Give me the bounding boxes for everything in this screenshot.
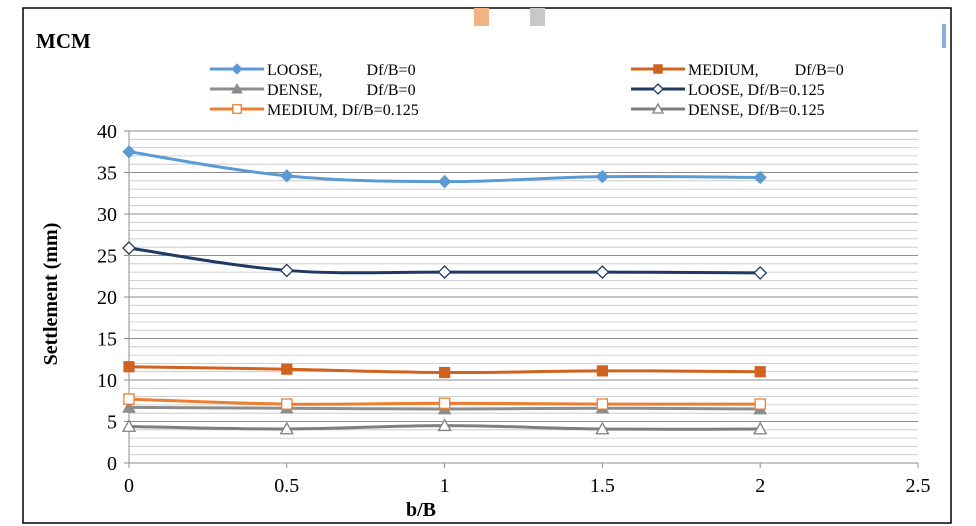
x-tick-label: 1 — [440, 475, 450, 497]
y-tick-label: 0 — [107, 453, 117, 475]
data-point — [123, 361, 135, 373]
y-tick-label: 40 — [97, 121, 117, 143]
y-tick-label: 25 — [97, 246, 117, 268]
y-axis-label: Settlement (mm) — [40, 223, 62, 366]
data-point — [121, 419, 137, 432]
data-point — [281, 363, 293, 375]
decor-gray-swatch — [530, 8, 545, 26]
data-point — [754, 398, 766, 410]
data-point — [122, 400, 136, 413]
x-tick-label: 1.5 — [590, 475, 615, 497]
data-point — [753, 170, 767, 185]
axes: 0 5 10 15 20 25 30 35 40 0 0.5 1 1.5 2 2.5 — [97, 121, 931, 497]
y-tick-label: 5 — [107, 412, 117, 434]
y-tick-label: 20 — [97, 287, 117, 309]
chart-title: MCM — [36, 29, 91, 53]
data-point — [437, 418, 452, 432]
data-point — [279, 263, 294, 278]
data-point — [122, 145, 136, 159]
legend-item: LOOSE, Df/B=0.125 — [631, 82, 825, 99]
data-point — [596, 398, 609, 410]
data-point — [281, 398, 293, 410]
legend-label: MEDIUM, Df/B=0 — [688, 62, 844, 79]
decor-blue-swatch — [942, 24, 946, 48]
legend-item: MEDIUM, Df/B=0.125 — [210, 102, 419, 119]
legend-label: LOOSE, Df/B=0.125 — [688, 82, 825, 99]
series-2 — [123, 361, 766, 379]
series-5 — [123, 393, 766, 410]
legend-item: DENSE, Df/B=0 — [210, 82, 416, 99]
data-point — [595, 169, 610, 184]
data-point — [753, 266, 768, 280]
legend-marker — [232, 104, 242, 114]
legend-marker — [651, 102, 665, 114]
y-tick-label: 15 — [97, 329, 117, 351]
data-point — [595, 265, 610, 280]
data-point — [754, 366, 766, 378]
data-point — [596, 365, 608, 377]
legend-marker — [231, 82, 243, 94]
data-point — [753, 421, 768, 435]
series-layer — [121, 145, 768, 435]
data-point — [437, 265, 452, 280]
decor-orange-swatch — [474, 8, 489, 26]
y-tick-label: 35 — [97, 163, 117, 185]
legend-label: LOOSE, Df/B=0 — [267, 62, 416, 79]
legend-marker — [653, 64, 663, 74]
legend-item: LOOSE, Df/B=0 — [210, 62, 416, 79]
legend-marker — [231, 63, 243, 75]
data-point — [439, 366, 451, 379]
x-tick-label: 0 — [124, 475, 134, 497]
legend-label: DENSE, Df/B=0 — [267, 82, 416, 99]
data-point — [437, 174, 452, 189]
grid — [129, 130, 918, 456]
y-tick-label: 30 — [97, 204, 117, 226]
series-6 — [121, 418, 768, 435]
x-axis-label: b/B — [406, 499, 436, 521]
y-tick-label: 10 — [97, 370, 117, 392]
legend-item: DENSE, Df/B=0.125 — [631, 102, 825, 119]
x-tick-label: 2.5 — [906, 475, 931, 497]
data-point — [280, 169, 294, 183]
legend-marker — [652, 83, 664, 95]
x-tick-label: 0.5 — [274, 475, 299, 497]
data-point — [595, 421, 610, 435]
legend-label: MEDIUM, Df/B=0.125 — [267, 102, 419, 119]
series-1 — [122, 145, 767, 189]
series-4 — [122, 241, 768, 280]
data-point — [123, 393, 135, 405]
data-point — [122, 241, 136, 255]
legend-label: DENSE, Df/B=0.125 — [688, 102, 825, 119]
legend: LOOSE, Df/B=0 MEDIUM, Df/B=0 DENSE, Df/B=0… — [210, 62, 844, 119]
x-tick-label: 2 — [755, 475, 765, 497]
legend-item: MEDIUM, Df/B=0 — [631, 62, 844, 79]
data-point — [279, 421, 294, 435]
data-point — [438, 397, 451, 409]
